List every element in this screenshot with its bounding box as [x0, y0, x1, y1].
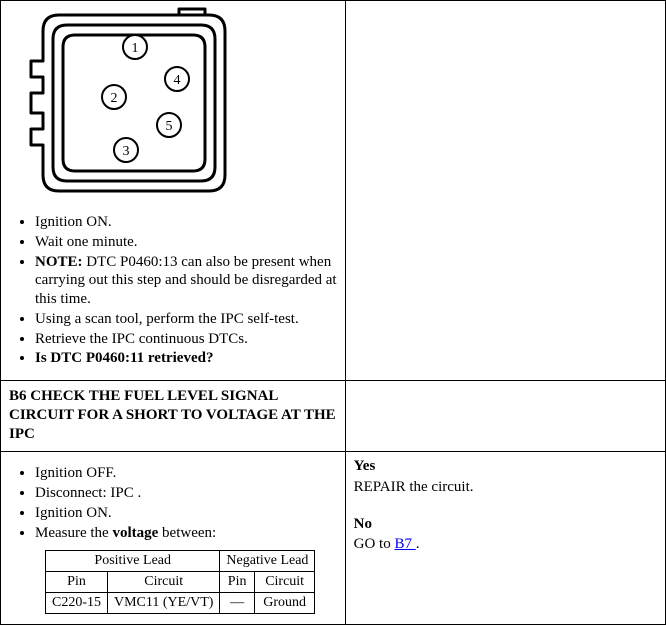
goto-b7-link[interactable]: B7 — [394, 536, 415, 552]
connector-diagram: 1 4 2 5 3 — [9, 5, 239, 205]
measure-post: between: — [158, 525, 216, 541]
b5-question-text: Is DTC P0460:11 retrieved? — [35, 350, 213, 366]
lead-table-neg-pin: — — [220, 593, 254, 614]
connector-pin-label: 5 — [166, 119, 173, 134]
diagnostic-table: 1 4 2 5 3 Ignition ON. Wait one minute. NOTE… — [0, 0, 666, 625]
b6-steps-list: Ignition OFF. Disconnect: IPC . Ignition… — [9, 464, 337, 542]
lead-table-circuit-header: Circuit — [254, 572, 315, 593]
b6-answer-no: No GO to B7 . — [354, 514, 657, 555]
connector-pin-label: 1 — [132, 41, 139, 56]
connector-pin-label: 2 — [111, 91, 118, 106]
b5-step: Wait one minute. — [35, 233, 337, 252]
note-label: NOTE: — [35, 254, 83, 270]
b6-step: Disconnect: IPC . — [35, 484, 337, 503]
b6-title-cell: B6 CHECK THE FUEL LEVEL SIGNAL CIRCUIT F… — [1, 381, 346, 452]
no-action-pre: GO to — [354, 536, 395, 552]
lead-table: Positive Lead Negative Lead Pin Circuit … — [45, 550, 315, 614]
b6-title-right-cell — [345, 381, 665, 452]
b5-step-note: NOTE: DTC P0460:13 can also be present w… — [35, 253, 337, 309]
lead-table-pin-header: Pin — [220, 572, 254, 593]
lead-table-neg-header: Negative Lead — [220, 551, 315, 572]
measure-pre: Measure the — [35, 525, 112, 541]
lead-table-pos-pin: C220-15 — [46, 593, 108, 614]
b5-right-cell — [345, 1, 665, 381]
b6-answer-yes: Yes REPAIR the circuit. — [354, 456, 657, 497]
no-label: No — [354, 516, 372, 532]
b6-step: Ignition OFF. — [35, 464, 337, 483]
lead-table-neg-circuit: Ground — [254, 593, 315, 614]
lead-table-pos-header: Positive Lead — [46, 551, 220, 572]
b6-step-measure: Measure the voltage between: — [35, 524, 337, 543]
b6-step: Ignition ON. — [35, 504, 337, 523]
no-action-post: . — [416, 536, 420, 552]
yes-action: REPAIR the circuit. — [354, 479, 474, 495]
b6-right-cell: Yes REPAIR the circuit. No GO to B7 . — [345, 452, 665, 625]
b5-left-cell: 1 4 2 5 3 Ignition ON. Wait one minute. NOTE… — [1, 1, 346, 381]
lead-table-pin-header: Pin — [46, 572, 108, 593]
b6-title: B6 CHECK THE FUEL LEVEL SIGNAL CIRCUIT F… — [9, 387, 337, 443]
b5-step: Using a scan tool, perform the IPC self-… — [35, 310, 337, 329]
lead-table-circuit-header: Circuit — [108, 572, 220, 593]
b5-question: Is DTC P0460:11 retrieved? — [35, 349, 337, 368]
b5-steps-list: Ignition ON. Wait one minute. NOTE: DTC … — [9, 213, 337, 368]
connector-pin-label: 3 — [123, 144, 130, 159]
lead-table-pos-circuit: VMC11 (YE/VT) — [108, 593, 220, 614]
b6-left-cell: Ignition OFF. Disconnect: IPC . Ignition… — [1, 452, 346, 625]
measure-bold: voltage — [112, 525, 158, 541]
yes-label: Yes — [354, 458, 376, 474]
b5-step: Retrieve the IPC continuous DTCs. — [35, 330, 337, 349]
connector-pin-label: 4 — [174, 73, 181, 88]
b5-step: Ignition ON. — [35, 213, 337, 232]
